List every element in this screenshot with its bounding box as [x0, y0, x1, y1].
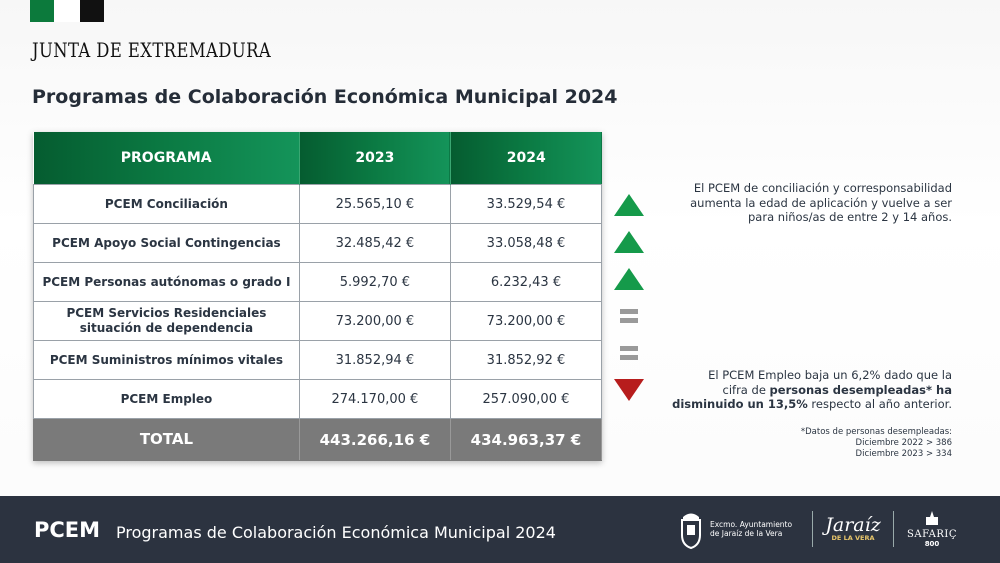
- safaric-name: SAFARIÇ: [907, 529, 957, 540]
- ayuntamiento-line: Excmo. Ayuntamiento: [710, 520, 793, 529]
- value-2024: 33.058,48 €: [449, 223, 603, 263]
- column-header-program: PROGRAMA: [33, 132, 300, 185]
- trend-up-icon: [612, 223, 646, 260]
- coat-of-arms-icon: [681, 513, 701, 549]
- value-2024: 6.232,43 €: [449, 262, 603, 302]
- program-name: PCEM Conciliación: [33, 184, 300, 224]
- note-conciliation: El PCEM de conciliación y corresponsabil…: [652, 181, 952, 225]
- jaraiz-name: Jaraíz: [825, 514, 881, 536]
- program-name-line1: PCEM Servicios Residenciales: [66, 306, 267, 320]
- note-line: aumenta la edad de aplicación y vuelve a…: [690, 195, 952, 210]
- note-highlight: personas desempleadas* ha: [769, 382, 952, 397]
- total-2023: 443.266,16 €: [298, 418, 451, 461]
- castle-icon: [926, 511, 938, 525]
- program-name: PCEM Servicios Residenciales situación d…: [33, 301, 300, 341]
- value-2024: 31.852,92 €: [449, 340, 603, 380]
- safaric-logo: SAFARIÇ 800: [904, 510, 960, 548]
- note-highlight: disminuido un 13,5%: [672, 397, 808, 411]
- footnote-line: Diciembre 2023 > 334: [855, 449, 952, 459]
- value-2024: 73.200,00 €: [449, 301, 603, 341]
- column-header-2024: 2024: [450, 132, 602, 185]
- extremadura-flag: [30, 0, 104, 22]
- program-name: PCEM Suministros mínimos vitales: [33, 340, 300, 380]
- programs-table: PROGRAMA 2023 2024 PCEM Conciliación 25.…: [33, 132, 603, 461]
- table-row: PCEM Servicios Residenciales situación d…: [33, 301, 603, 341]
- note-line: para niños/as de entre 2 y 14 años.: [748, 210, 952, 224]
- flag-green-stripe: [30, 0, 54, 22]
- note-employment: El PCEM Empleo baja un 6,2% dado que la …: [652, 368, 952, 412]
- note-text: respecto al año anterior.: [807, 397, 952, 411]
- flag-white-stripe: [54, 0, 80, 22]
- value-2024: 33.529,54 €: [449, 184, 603, 224]
- footnote-line: *Datos de personas desempleadas:: [800, 427, 952, 437]
- table-row: PCEM Suministros mínimos vitales 31.852,…: [33, 340, 603, 380]
- flag-black-stripe: [80, 0, 104, 22]
- trend-up-icon: [612, 260, 646, 297]
- safaric-number: 800: [924, 540, 940, 548]
- brand-logo-text: JUNTA DE EXTREMADURA: [32, 38, 272, 62]
- footer-title: Programas de Colaboración Económica Muni…: [116, 523, 556, 542]
- value-2023: 31.852,94 €: [298, 340, 451, 380]
- footer-logos: Excmo. Ayuntamiento de Jaraíz de la Vera…: [678, 505, 960, 553]
- jaraiz-sub: DE LA VERA: [831, 534, 875, 542]
- table-row: PCEM Empleo 274.170,00 € 257.090,00 €: [33, 379, 603, 419]
- value-2023: 73.200,00 €: [298, 301, 451, 341]
- ayuntamiento-line: de Jaraíz de la Vera: [710, 529, 783, 538]
- table-row: PCEM Conciliación 25.565,10 € 33.529,54 …: [33, 184, 603, 224]
- program-name: PCEM Empleo: [33, 379, 300, 419]
- note-line: El PCEM de conciliación y corresponsabil…: [693, 181, 952, 195]
- logo-divider: [812, 511, 813, 547]
- value-2024: 257.090,00 €: [449, 379, 603, 419]
- table-total-row: TOTAL 443.266,16 € 434.963,37 €: [33, 418, 603, 461]
- note-line: disminuido un 13,5% respecto al año ante…: [652, 397, 952, 412]
- page-title: Programas de Colaboración Económica Muni…: [32, 86, 618, 108]
- note-text: cifra de: [722, 382, 770, 397]
- table-row: PCEM Apoyo Social Contingencias 32.485,4…: [33, 223, 603, 263]
- column-header-2023: 2023: [299, 132, 451, 185]
- ayuntamiento-logo: Excmo. Ayuntamiento de Jaraíz de la Vera: [678, 509, 802, 549]
- logo-divider: [893, 511, 894, 547]
- footnote-unemployment: *Datos de personas desempleadas: Diciemb…: [752, 427, 952, 460]
- note-line: El PCEM Empleo baja un 6,2% dado que la: [708, 368, 952, 382]
- ayuntamiento-text: Excmo. Ayuntamiento de Jaraíz de la Vera: [710, 520, 802, 538]
- trend-equal-icon: [612, 334, 646, 371]
- program-name: PCEM Apoyo Social Contingencias: [33, 223, 300, 263]
- trend-equal-icon: [612, 297, 646, 334]
- trend-down-icon: [612, 371, 646, 408]
- jaraiz-logo: Jaraíz DE LA VERA: [823, 514, 883, 543]
- value-2023: 32.485,42 €: [298, 223, 451, 263]
- footnote-line: Diciembre 2022 > 386: [855, 438, 952, 448]
- program-name-line2: situación de dependencia: [79, 321, 254, 335]
- note-line: cifra de personas desempleadas* ha: [652, 383, 952, 398]
- footer-bar: PCEM Programas de Colaboración Económica…: [0, 496, 1000, 563]
- total-2024: 434.963,37 €: [449, 418, 603, 461]
- value-2023: 25.565,10 €: [298, 184, 451, 224]
- table-row: PCEM Personas autónomas o grado I 5.992,…: [33, 262, 603, 302]
- total-label: TOTAL: [33, 418, 300, 461]
- program-name: PCEM Personas autónomas o grado I: [33, 262, 300, 302]
- footer-acronym: PCEM: [34, 518, 101, 542]
- trend-up-icon: [612, 186, 646, 223]
- value-2023: 274.170,00 €: [298, 379, 451, 419]
- value-2023: 5.992,70 €: [298, 262, 451, 302]
- table-header-row: PROGRAMA 2023 2024: [33, 132, 602, 185]
